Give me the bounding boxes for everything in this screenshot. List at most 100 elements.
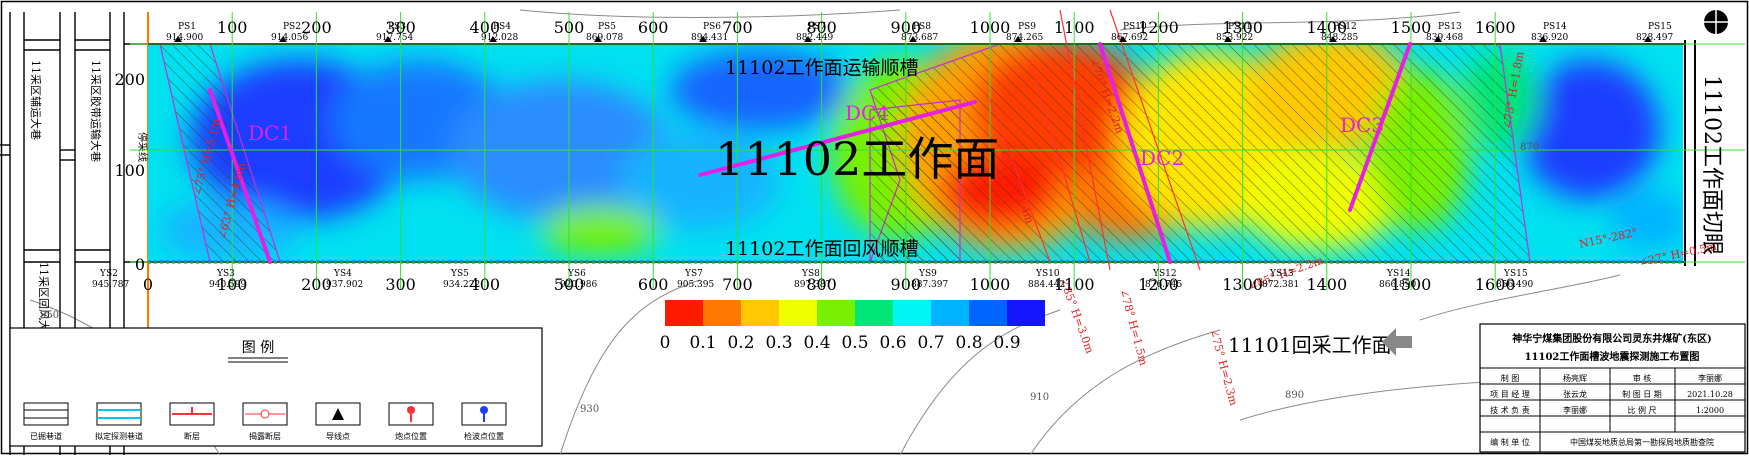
bottom-scale-tick: 100	[217, 275, 248, 294]
station-marker-icon	[489, 36, 497, 42]
fault-lines	[208, 42, 1412, 264]
station-marker-icon	[909, 36, 917, 42]
station-marker-icon	[1014, 36, 1022, 42]
station-id: YS9	[918, 269, 937, 279]
station-elevation: 867.692	[1111, 33, 1148, 43]
title-row-value: 杨亮辉	[1563, 373, 1587, 383]
station-marker-icon	[1119, 36, 1127, 42]
top-scale-tick: 1400	[1306, 18, 1347, 37]
fault-dc1	[208, 88, 272, 264]
title-row-key: 制 图 日 期	[1622, 389, 1662, 399]
station-marker-icon	[174, 36, 182, 42]
station-elevation: 848.285	[1321, 33, 1358, 43]
legend-item-label: 拟定探测巷道	[95, 431, 143, 441]
title-row-key: 技 术 负 责	[1490, 405, 1530, 415]
station-id: PS7	[808, 22, 826, 32]
station-id: YS12	[1152, 269, 1177, 279]
colorbar-tick: 0.8	[955, 333, 982, 353]
title-row-key: 项 目 经 理	[1490, 389, 1530, 399]
station-elevation: 897.387	[794, 280, 831, 290]
station-id: YS10	[1035, 269, 1060, 279]
station-id: PS4	[493, 22, 511, 32]
station-elevation: 905.395	[677, 280, 714, 290]
colorbar-swatch	[931, 300, 969, 326]
stop-line-label: 停采线	[136, 132, 149, 162]
station-id: YS13	[1269, 269, 1294, 279]
fault-label-dc4: DC4	[845, 101, 889, 125]
station-id: PS15	[1648, 22, 1672, 32]
colorbar-tick: 0.9	[993, 333, 1020, 353]
station-elevation: 869.078	[586, 33, 623, 43]
station-id: PS10	[1123, 22, 1147, 32]
fault-note: ∠78° H=1.5m	[1117, 287, 1150, 367]
top-scale: 100 200 300 400 500 600 700 800 900 1000 1100 1200 1…	[217, 18, 1516, 37]
colorbar-tick: 0.5	[841, 333, 868, 353]
legend-item-label: 断层	[184, 431, 200, 441]
top-scale-tick: 100	[217, 18, 248, 37]
unit-label: 编 制 单 位	[1490, 437, 1530, 447]
contour-label: 870	[1520, 142, 1539, 153]
legend-item-label: 检波点位置	[464, 431, 504, 441]
top-roadway-label: 11102工作面运输顺槽	[725, 57, 918, 79]
station-id: PS5	[598, 22, 616, 32]
fault-dc3	[1348, 42, 1412, 212]
station-elevation: 828.497	[1636, 33, 1673, 43]
grid-lines	[130, 12, 1745, 290]
colorbar-swatch	[893, 300, 931, 326]
station-elevation: 872.381	[1262, 280, 1299, 290]
station-id: YS8	[801, 269, 820, 279]
contour-label: 890	[1285, 390, 1304, 401]
station-marker-icon	[279, 36, 287, 42]
station-id: PS3	[388, 22, 406, 32]
station-elevation: 882.449	[796, 33, 833, 43]
station-marker-icon	[804, 36, 812, 42]
colorbar-swatch	[817, 300, 855, 326]
station-id: PS9	[1018, 22, 1036, 32]
station-elevation: 920.986	[560, 280, 597, 290]
station-elevation: 853.922	[1216, 33, 1253, 43]
station-id: YS4	[333, 269, 352, 279]
planned-roadway-icon	[96, 402, 142, 426]
station-marker-icon	[1224, 36, 1232, 42]
top-scale-tick: 600	[638, 18, 669, 37]
station-elevation: 914.056	[271, 33, 308, 43]
station-marker-icon	[384, 36, 392, 42]
left-scale: 200 100 0	[114, 70, 145, 274]
station-marker-icon	[1329, 36, 1337, 42]
station-elevation: 866.890	[1379, 280, 1416, 290]
colorbar-swatch	[969, 300, 1007, 326]
station-elevation: 874.265	[1006, 33, 1043, 43]
legend: 图 例 已掘巷道 拟定探测巷道 断层 揭露断层 导线点 炮点位置 检波点位置	[9, 327, 543, 447]
top-scale-tick: 900	[891, 18, 922, 37]
anomaly-zone-dc4	[869, 99, 961, 262]
bottom-scale-tick: 1500	[1391, 275, 1432, 294]
top-scale-tick: 1000	[970, 18, 1011, 37]
panel-title: 11102工作面	[715, 132, 999, 186]
top-scale-tick: 700	[722, 18, 753, 37]
left-scale-tick: 0	[135, 255, 145, 274]
legend-item-label: 导线点	[326, 431, 350, 441]
station-elevation: 887.397	[911, 280, 948, 290]
station-id: PS14	[1543, 22, 1567, 32]
excavated-roadway-icon	[23, 402, 69, 426]
title-row-key: 比 例 尺	[1627, 405, 1656, 415]
fault-dc2	[1098, 42, 1172, 264]
fault-label-dc2: DC2	[1140, 146, 1184, 170]
contour-label: 950	[40, 310, 59, 321]
station-id: PS2	[283, 22, 301, 32]
top-scale-tick: 1200	[1138, 18, 1179, 37]
colorbar-swatch	[1007, 300, 1045, 326]
station-marker-icon	[1644, 36, 1652, 42]
geophone-point-icon	[461, 402, 507, 426]
station-elevation: 934.222	[443, 280, 480, 290]
legend-item-label: 揭露断层	[249, 431, 281, 441]
station-elevation: 884.442	[1028, 280, 1065, 290]
colorbar: 0 0.1 0.2 0.3 0.4 0.5 0.6 0.7 0.8 0.9	[660, 300, 1045, 353]
anomaly-zone-main	[869, 44, 1531, 262]
station-elevation: 839.468	[1426, 33, 1463, 43]
